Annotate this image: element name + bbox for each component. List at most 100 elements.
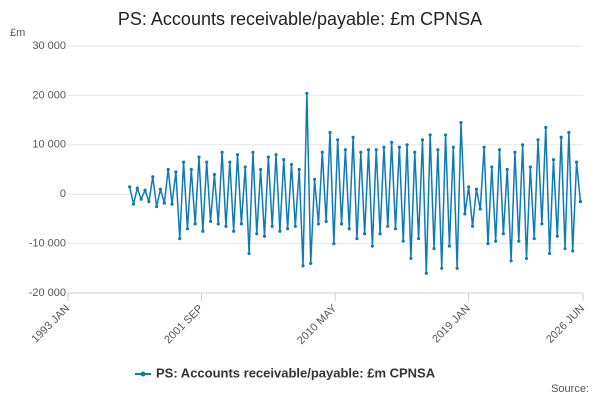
y-tick-label: 20 000 [32, 89, 66, 101]
point [359, 150, 363, 154]
point [401, 239, 405, 243]
point [189, 167, 193, 172]
series-line [128, 93, 582, 274]
point [559, 135, 563, 139]
point [417, 237, 421, 241]
point [324, 219, 328, 223]
point [170, 202, 174, 206]
point [166, 167, 170, 172]
point [443, 133, 448, 137]
point [555, 234, 559, 238]
point [482, 145, 486, 149]
point [478, 207, 482, 211]
point [497, 148, 502, 152]
point [232, 229, 236, 233]
point [374, 148, 378, 152]
point [463, 212, 467, 216]
point [243, 165, 247, 169]
point [151, 175, 155, 179]
x-tick-label: 2026 JUN [544, 303, 587, 346]
point [467, 185, 471, 189]
point [363, 232, 367, 236]
point [143, 188, 147, 192]
point [282, 158, 286, 162]
point [266, 155, 270, 159]
point [505, 167, 509, 172]
point [208, 219, 213, 223]
point [513, 150, 517, 154]
point [224, 224, 228, 228]
point [309, 261, 313, 265]
y-tick-label: -10 000 [29, 238, 66, 250]
point [312, 177, 317, 181]
point [155, 204, 159, 209]
point [532, 237, 536, 241]
point [432, 246, 436, 251]
point [328, 130, 332, 135]
point [147, 200, 151, 204]
point [301, 264, 305, 268]
point [540, 222, 544, 226]
y-unit: £m [10, 27, 25, 39]
point [131, 202, 136, 206]
point [420, 138, 425, 142]
point [162, 201, 166, 205]
point [574, 160, 579, 164]
point [274, 153, 278, 157]
point [332, 242, 336, 246]
point [185, 227, 190, 231]
point [390, 140, 394, 144]
legend-label: PS: Accounts receivable/payable: £m CPNS… [156, 365, 436, 380]
point [297, 167, 301, 172]
point [247, 251, 251, 256]
point [355, 237, 359, 241]
y-tick-label: 0 [60, 188, 66, 200]
point [212, 172, 217, 177]
point [455, 266, 459, 270]
point [205, 160, 209, 164]
y-tick-label: 30 000 [32, 40, 66, 52]
point [405, 143, 409, 147]
point [386, 224, 390, 228]
point [289, 162, 294, 167]
point [305, 91, 309, 96]
point [193, 222, 197, 226]
point [286, 227, 290, 231]
x-tick-label: 2019 JAN [430, 303, 473, 346]
point [447, 244, 452, 248]
point [578, 200, 583, 204]
point [255, 232, 259, 236]
point [501, 232, 505, 236]
point [278, 229, 282, 233]
point [378, 232, 382, 236]
point [347, 227, 351, 231]
point [336, 138, 340, 142]
point [339, 222, 344, 226]
point [316, 222, 321, 226]
point [351, 135, 355, 139]
legend-marker [140, 371, 146, 377]
point [413, 150, 417, 154]
point [536, 138, 540, 142]
point [320, 150, 324, 154]
y-tick-label: 10 000 [32, 139, 66, 151]
point [486, 242, 490, 246]
point [239, 222, 243, 226]
point [262, 234, 267, 238]
point [174, 170, 178, 174]
point [409, 256, 413, 261]
point [440, 266, 444, 270]
chart-title: PS: Accounts receivable/payable: £m CPNS… [118, 9, 482, 29]
point [201, 229, 205, 233]
point [270, 224, 274, 228]
point [521, 143, 525, 147]
point [251, 150, 255, 154]
point [494, 239, 498, 243]
point [548, 251, 552, 256]
point [382, 145, 386, 149]
point [343, 148, 348, 152]
point [259, 167, 263, 172]
point [366, 148, 371, 152]
